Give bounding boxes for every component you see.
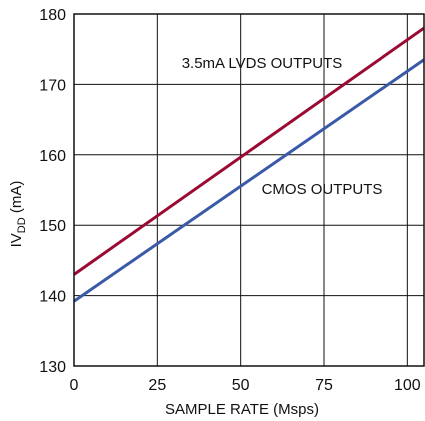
x-tick-label: 100 [394,377,421,394]
x-tick-label: 25 [148,377,166,394]
y-tick-label: 140 [39,289,66,306]
y-tick-label: 170 [39,77,66,94]
x-tick-label: 75 [315,377,333,394]
y-tick-labels: 130 140 150 160 170 180 [39,7,66,376]
x-tick-label: 0 [70,377,79,394]
series-label-1: CMOS OUTPUTS [262,181,383,198]
y-axis-title-subscript: DD [16,217,28,233]
y-tick-label: 150 [39,218,66,235]
y-axis-title-unit: (mA) [8,181,25,218]
y-tick-label: 130 [39,359,66,376]
y-axis-title-main: IV [8,233,25,247]
x-tick-labels: 0 25 50 75 100 [70,377,421,394]
x-tick-label: 50 [232,377,250,394]
series-labels: 3.5mA LVDS OUTPUTS CMOS OUTPUTS [182,55,383,198]
series-label-0: 3.5mA LVDS OUTPUTS [182,55,343,72]
series-line-0 [73,26,425,276]
series-lines [73,26,425,303]
plot-frame [73,13,425,367]
y-tick-label: 160 [39,148,66,165]
x-axis-title: SAMPLE RATE (Msps) [165,401,319,418]
y-axis-title: IVDD (mA) [8,181,28,248]
y-tick-label: 180 [39,7,66,24]
series-line-1 [73,58,425,303]
